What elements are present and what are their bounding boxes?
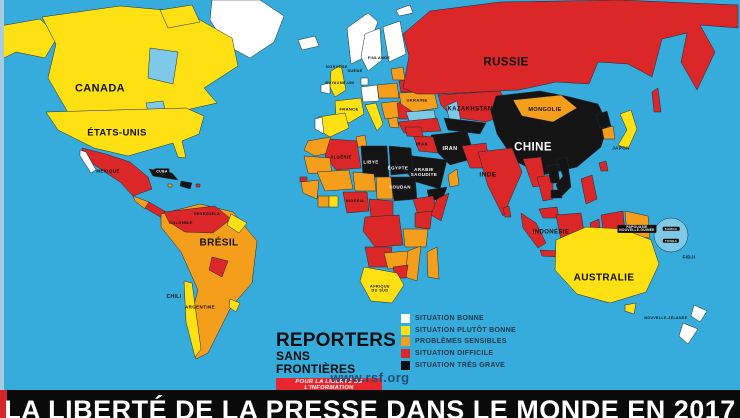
legend-label: SITUATION DIFFICILE bbox=[415, 350, 494, 358]
region-oman bbox=[447, 168, 460, 188]
region-australia bbox=[554, 226, 660, 304]
region-somalia bbox=[430, 192, 450, 222]
region-sudan bbox=[390, 176, 418, 202]
region-sri-lanka bbox=[502, 205, 512, 218]
legend-swatch-yellow bbox=[401, 325, 410, 335]
region-ivory-coast bbox=[317, 195, 330, 208]
region-portugal bbox=[314, 116, 325, 135]
region-uruguay bbox=[228, 298, 241, 313]
region-baltics bbox=[390, 66, 406, 81]
legend-label: SITUATION BONNE bbox=[415, 315, 484, 323]
region-central-asia bbox=[443, 117, 487, 135]
region-denmark bbox=[360, 77, 369, 86]
region-malaysia bbox=[538, 206, 560, 219]
region-guinea-zone bbox=[300, 179, 320, 200]
region-madagascar bbox=[426, 246, 440, 280]
region-japan bbox=[617, 109, 638, 150]
legend-item-situation-bonne: SITUATION BONNE bbox=[401, 313, 516, 325]
region-mongolia bbox=[512, 94, 578, 123]
rsf-logo-tagline-banner: POUR LA LIBERTÉ DE L'INFORMATION bbox=[276, 377, 382, 393]
region-taiwan bbox=[598, 160, 609, 172]
region-finland bbox=[382, 20, 407, 63]
region-tasmania bbox=[624, 302, 637, 315]
region-baja bbox=[79, 149, 97, 174]
region-north-korea bbox=[595, 110, 612, 129]
region-new-zealand-north bbox=[690, 304, 708, 323]
region-hispaniola bbox=[179, 180, 193, 190]
legend-item-situation-plutot-bonne: SITUATION PLUTÔT BONNE bbox=[401, 325, 516, 337]
region-kenya bbox=[414, 210, 433, 230]
region-syria bbox=[404, 126, 424, 138]
region-libya bbox=[360, 145, 390, 178]
legend-swatch-white bbox=[401, 314, 410, 324]
region-sumatra bbox=[520, 212, 547, 249]
region-cambodia bbox=[550, 189, 563, 199]
rsf-logo-name-line2: SANS FRONTIÈRES bbox=[276, 349, 356, 377]
legend-swatch-orange bbox=[401, 337, 410, 347]
region-philippines bbox=[580, 174, 598, 205]
region-colombia-venezuela bbox=[163, 205, 232, 234]
region-drc bbox=[362, 214, 404, 248]
legend-item-situation-difficile: SITUATION DIFFICILE bbox=[401, 348, 516, 360]
map-left-edge-strip bbox=[0, 0, 4, 390]
page-title: LA LIBERTÉ DE LA PRESSE DANS LE MONDE EN… bbox=[4, 395, 736, 418]
region-ghana bbox=[328, 195, 339, 208]
region-sweden bbox=[360, 27, 383, 72]
region-egypt bbox=[388, 145, 414, 176]
region-tanzania bbox=[402, 228, 429, 248]
region-nigeria bbox=[342, 191, 370, 214]
region-thailand bbox=[536, 174, 554, 202]
region-germany bbox=[360, 84, 380, 103]
region-greece bbox=[387, 116, 400, 129]
region-central-america-west bbox=[132, 195, 150, 210]
legend-swatch-black bbox=[401, 360, 410, 370]
region-mali bbox=[316, 169, 354, 192]
region-uk bbox=[329, 64, 347, 98]
region-svalbard bbox=[395, 4, 414, 17]
region-guyanas bbox=[226, 213, 248, 234]
legend-label: PROBLÈMES SENSIBLES bbox=[415, 338, 507, 346]
region-usa bbox=[45, 107, 205, 159]
region-iceland bbox=[297, 35, 320, 51]
region-caribbean-island bbox=[195, 183, 201, 188]
region-new-zealand-south bbox=[678, 322, 699, 345]
region-russia bbox=[402, 0, 739, 95]
region-cameroon-car bbox=[368, 198, 394, 218]
hudson-bay bbox=[147, 47, 179, 85]
rsf-logo-name-line1: REPORTERS bbox=[276, 330, 397, 351]
title-bar-red-accent bbox=[0, 390, 7, 418]
region-paraguay bbox=[208, 256, 229, 278]
region-ireland bbox=[320, 82, 331, 95]
region-sakhalin bbox=[651, 87, 662, 113]
region-niger bbox=[352, 171, 377, 192]
rsf-website-text: www.rsf.org bbox=[330, 370, 410, 385]
legend: SITUATION BONNE SITUATION PLUTÔT BONNE P… bbox=[401, 313, 516, 371]
region-tunisia bbox=[355, 134, 368, 148]
legend-label: SITUATION TRÈS GRAVE bbox=[415, 361, 506, 369]
title-bar: LA LIBERTÉ DE LA PRESSE DANS LE MONDE EN… bbox=[0, 390, 740, 418]
region-alaska bbox=[0, 18, 59, 61]
region-arctic-islands bbox=[159, 4, 201, 29]
rsf-logo: REPORTERS SANS FRONTIÈRES POUR LA LIBERT… bbox=[276, 330, 397, 393]
world-map bbox=[0, 0, 739, 360]
region-italy bbox=[364, 102, 384, 132]
region-india bbox=[477, 147, 523, 217]
region-south-korea bbox=[601, 125, 616, 140]
pacific-islands-bubble bbox=[653, 217, 689, 253]
region-jamaica bbox=[167, 183, 173, 188]
legend-swatch-red bbox=[401, 349, 410, 359]
region-south-africa bbox=[359, 266, 405, 304]
region-algeria bbox=[324, 138, 362, 171]
region-chile bbox=[183, 280, 202, 358]
region-chad bbox=[375, 176, 394, 200]
region-south-america bbox=[160, 203, 258, 360]
region-poland bbox=[376, 82, 400, 99]
legend-item-situation-tres-grave: SITUATION TRÈS GRAVE bbox=[401, 359, 516, 371]
legend-item-problemes-sensibles: PROBLÈMES SENSIBLES bbox=[401, 336, 516, 348]
legend-label: SITUATION PLUTÔT BONNE bbox=[415, 326, 516, 334]
region-iraq bbox=[412, 134, 439, 154]
